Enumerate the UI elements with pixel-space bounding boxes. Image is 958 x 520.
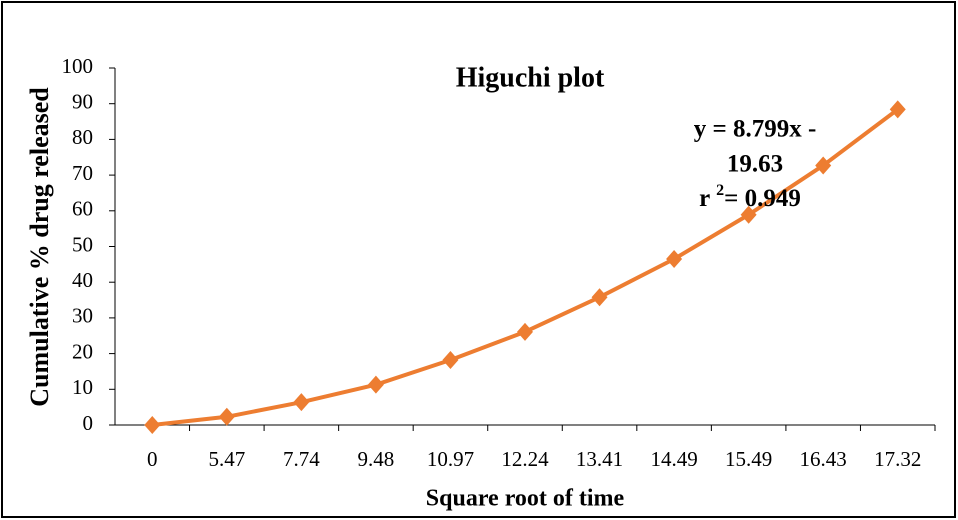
marker <box>293 393 310 412</box>
y-tick-label: 40 <box>72 268 93 292</box>
r-value: = 0.949 <box>724 185 801 212</box>
x-tick-label: 17.32 <box>874 447 921 471</box>
x-tick-label: 16.43 <box>800 447 847 471</box>
y-tick-label: 50 <box>72 232 93 256</box>
y-tick-label: 80 <box>72 125 93 149</box>
marker <box>740 205 757 224</box>
y-tick-label: 20 <box>72 339 93 363</box>
x-tick-label: 9.48 <box>358 447 395 471</box>
marker <box>218 407 235 426</box>
y-axis-label: Cumulative % drug released <box>25 87 54 407</box>
x-axis-label: Square root of time <box>426 486 625 512</box>
r-prefix: r <box>699 185 716 212</box>
marker <box>591 288 608 307</box>
marker <box>367 375 384 394</box>
r-sup: 2 <box>716 182 724 199</box>
y-tick-label: 10 <box>72 375 93 399</box>
x-tick-label: 15.49 <box>725 447 772 471</box>
marker <box>517 322 533 341</box>
x-tick-label: 0 <box>147 447 158 471</box>
r-squared: r 2= 0.949 <box>699 182 801 212</box>
x-tick-label: 5.47 <box>208 447 245 471</box>
marker <box>442 351 459 370</box>
x-tick-label: 13.41 <box>576 447 623 471</box>
y-tick-label: 90 <box>72 90 93 114</box>
equation: y = 8.799x - <box>694 116 817 143</box>
y-tick-label: 0 <box>83 411 94 435</box>
chart-title: Higuchi plot <box>456 62 605 93</box>
x-tick-label: 12.24 <box>501 447 549 471</box>
y-tick-label: 60 <box>72 197 93 221</box>
y-tick-label: 100 <box>62 54 94 78</box>
x-tick-label: 7.74 <box>283 447 320 471</box>
y-tick-label: 30 <box>72 304 93 328</box>
marker <box>144 416 161 434</box>
marker <box>889 100 906 119</box>
equation: 19.63 <box>727 151 783 178</box>
y-tick-label: 70 <box>72 161 93 185</box>
x-tick-label: 10.97 <box>427 447 474 471</box>
x-tick-label: 14.49 <box>650 447 697 471</box>
marker <box>666 249 683 268</box>
marker <box>815 156 832 175</box>
